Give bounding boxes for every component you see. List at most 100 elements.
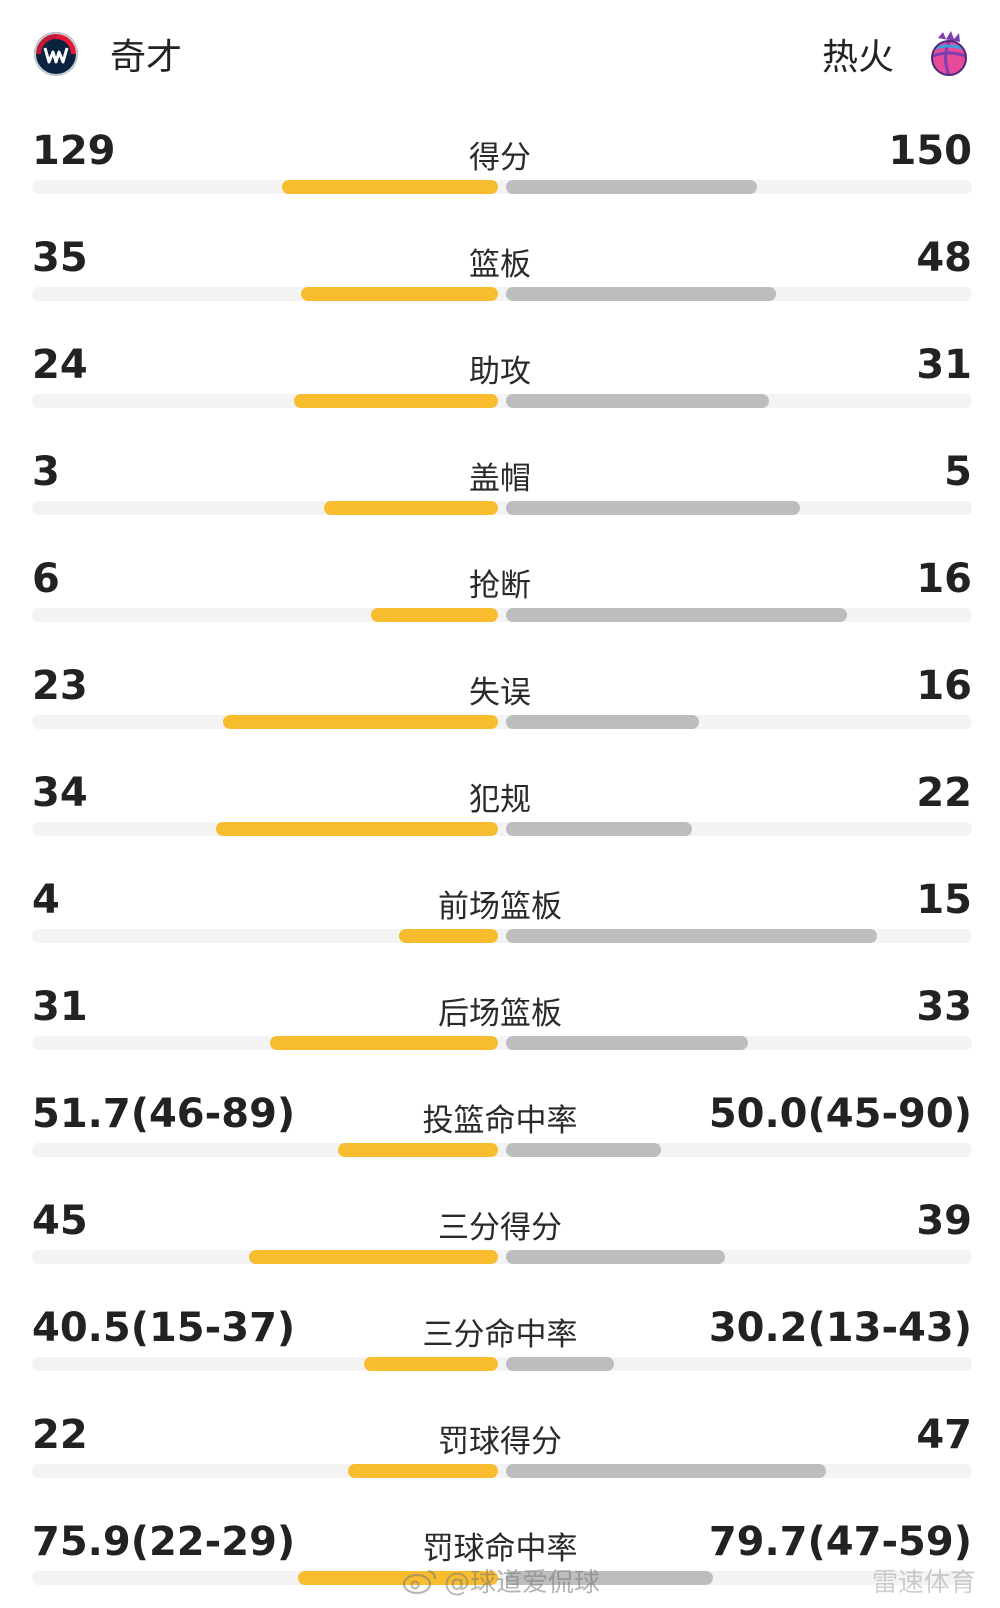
stat-label: 三分命中率 — [422, 1317, 578, 1353]
stat-value-right: 48 — [916, 235, 972, 281]
stat-row: 45 三分得分 39 — [0, 1180, 1000, 1287]
stat-value-left: 4 — [32, 877, 60, 923]
stat-label: 前场篮板 — [438, 889, 562, 925]
stat-bar-right — [506, 1036, 748, 1050]
stat-value-left: 23 — [32, 663, 88, 709]
stat-label: 犯规 — [469, 782, 531, 818]
stat-bar-left — [216, 822, 498, 836]
stat-track — [32, 715, 972, 729]
stat-track — [32, 822, 972, 836]
stat-value-left: 31 — [32, 984, 88, 1030]
stat-value-right: 33 — [916, 984, 972, 1030]
stat-bar-left — [249, 1250, 498, 1264]
stat-value-left: 35 — [32, 235, 88, 281]
stat-bar-right — [506, 287, 776, 301]
stat-bar-left — [399, 929, 498, 943]
watermark: @球道爱侃球 — [402, 1562, 600, 1599]
stat-track — [32, 1357, 972, 1371]
stat-label: 投篮命中率 — [422, 1103, 578, 1139]
stat-row: 24 助攻 31 — [0, 324, 1000, 431]
stat-bar-right — [506, 180, 757, 194]
stat-value-right: 16 — [916, 663, 972, 709]
stat-bar-right — [506, 1357, 614, 1371]
team-left-name: 奇才 — [110, 37, 183, 78]
stat-track — [32, 1571, 972, 1585]
stats-list: 129 得分 150 35 篮板 48 24 助攻 31 3 盖帽 5 6 抢断 16 23 失误 16 34 犯规 2… — [0, 110, 1000, 1608]
stat-bar-left — [270, 1036, 498, 1050]
stat-row: 4 前场篮板 15 — [0, 859, 1000, 966]
stat-row: 6 抢断 16 — [0, 538, 1000, 645]
stat-value-right: 5 — [944, 449, 972, 495]
stat-label: 后场篮板 — [438, 996, 562, 1032]
team-left[interactable]: 奇才 — [32, 28, 182, 80]
stat-row: 3 盖帽 5 — [0, 431, 1000, 538]
stat-value-left: 22 — [32, 1412, 88, 1458]
team-right-name: 热火 — [821, 37, 894, 78]
stat-label: 罚球得分 — [438, 1424, 562, 1460]
stat-bar-left — [338, 1143, 498, 1157]
stat-track — [32, 1036, 972, 1050]
stat-value-right: 47 — [916, 1412, 972, 1458]
stat-value-right: 15 — [916, 877, 972, 923]
stat-bar-right — [506, 822, 692, 836]
stat-value-right: 39 — [916, 1198, 972, 1244]
stat-value-right: 79.7(47-59) — [708, 1519, 972, 1565]
stat-bar-left — [294, 394, 498, 408]
stat-bar-right — [506, 394, 769, 408]
stat-track — [32, 180, 972, 194]
stat-bar-left — [371, 608, 498, 622]
stat-row: 75.9(22-29) 罚球命中率 79.7(47-59) — [0, 1501, 1000, 1608]
stat-value-left: 34 — [32, 770, 88, 816]
stat-label: 盖帽 — [469, 461, 531, 497]
stat-value-left: 3 — [32, 449, 60, 495]
team-right[interactable]: 热火 — [822, 28, 972, 80]
stat-row: 34 犯规 22 — [0, 752, 1000, 859]
stat-value-right: 16 — [916, 556, 972, 602]
stat-bar-left — [324, 501, 498, 515]
stat-bar-right — [506, 1571, 713, 1585]
wizards-logo-icon — [34, 32, 78, 76]
stat-bar-right — [506, 929, 877, 943]
stat-value-left: 40.5(15-37) — [32, 1305, 296, 1351]
stat-bar-left — [298, 1571, 498, 1585]
stat-bar-right — [506, 608, 847, 622]
stat-label: 失误 — [469, 675, 531, 711]
stat-row: 40.5(15-37) 三分命中率 30.2(13-43) — [0, 1287, 1000, 1394]
stat-track — [32, 1250, 972, 1264]
watermark-text: @球道爱侃球 — [444, 1568, 601, 1598]
stat-bar-right — [506, 1143, 661, 1157]
stat-bar-left — [223, 715, 498, 729]
stat-value-right: 50.0(45-90) — [708, 1091, 972, 1137]
stat-value-left: 24 — [32, 342, 88, 388]
stat-label: 篮板 — [469, 247, 531, 283]
stat-bar-left — [348, 1464, 498, 1478]
stat-bar-right — [506, 715, 699, 729]
stat-label: 罚球命中率 — [422, 1531, 578, 1567]
stat-track — [32, 287, 972, 301]
team-header: 奇才 热火 — [0, 0, 1000, 110]
stat-track — [32, 1143, 972, 1157]
stat-bar-left — [301, 287, 498, 301]
stat-label: 得分 — [469, 140, 531, 176]
stat-bar-left — [282, 180, 498, 194]
stat-bar-right — [506, 501, 800, 515]
stat-bar-left — [364, 1357, 498, 1371]
stat-row: 51.7(46-89) 投篮命中率 50.0(45-90) — [0, 1073, 1000, 1180]
stat-value-left: 45 — [32, 1198, 88, 1244]
stat-value-right: 22 — [916, 770, 972, 816]
stat-value-right: 31 — [916, 342, 972, 388]
stat-track — [32, 1464, 972, 1478]
heat-logo-icon — [931, 31, 967, 76]
stat-value-right: 150 — [888, 128, 973, 174]
stat-label: 助攻 — [469, 354, 531, 390]
stat-bar-right — [506, 1250, 725, 1264]
stat-bar-right — [506, 1464, 826, 1478]
stat-row: 129 得分 150 — [0, 110, 1000, 217]
watermark-brand: 雷速体育 — [871, 1568, 976, 1598]
stat-track — [32, 501, 972, 515]
stat-label: 三分得分 — [438, 1210, 562, 1246]
stat-value-left: 6 — [32, 556, 60, 602]
stat-value-right: 30.2(13-43) — [708, 1305, 972, 1351]
stat-value-left: 51.7(46-89) — [32, 1091, 296, 1137]
stat-row: 35 篮板 48 — [0, 217, 1000, 324]
